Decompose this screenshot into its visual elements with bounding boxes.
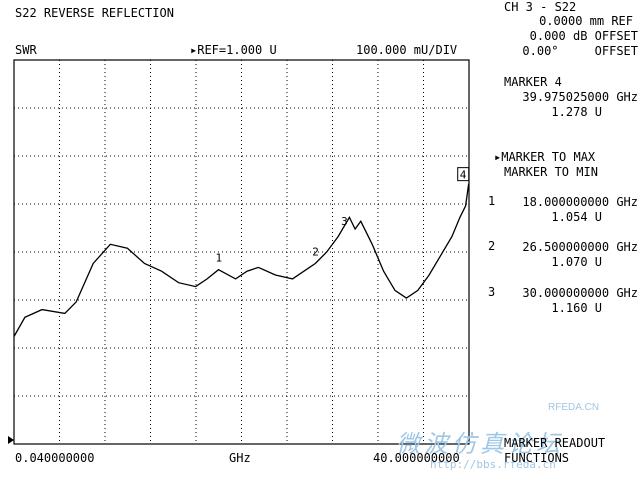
phase-offset: 0.00° OFFSET bbox=[522, 44, 638, 58]
watermark-url: http://bbs.rfeda.cn bbox=[430, 458, 556, 471]
stop-frequency: 40.000000000 bbox=[373, 451, 460, 465]
frequency-unit: GHz bbox=[229, 451, 251, 465]
trace-marker-4-box bbox=[457, 167, 470, 182]
active-marker-label: MARKER 4 bbox=[504, 75, 562, 89]
start-frequency: 0.040000000 bbox=[15, 451, 95, 465]
measurement-title: S22 REVERSE REFLECTION bbox=[15, 6, 174, 20]
marker-1-value: 1.054 U bbox=[551, 210, 602, 224]
trace-markers: 1 2 3 4 bbox=[215, 167, 470, 265]
swr-trace-line bbox=[13, 183, 470, 337]
reference-value: ▸REF=1.000 U bbox=[190, 43, 277, 57]
marker-1-number: 1 bbox=[488, 194, 496, 208]
reference-plane: 0.0000 mm REF bbox=[539, 14, 633, 28]
marker-to-max-softkey[interactable]: ▸MARKER TO MAX bbox=[494, 150, 595, 164]
marker-to-max-label: MARKER TO MAX bbox=[501, 150, 596, 164]
trace-marker-1: 1 bbox=[215, 252, 222, 265]
reference-text: REF=1.000 U bbox=[197, 43, 277, 57]
trace-marker-2: 2 bbox=[312, 246, 319, 259]
selection-arrow-icon: ▸ bbox=[494, 150, 502, 164]
marker-3-frequency: 30.000000000 GHz bbox=[522, 286, 638, 300]
active-marker-frequency: 39.975025000 GHz bbox=[522, 90, 638, 104]
pointer-icon: ▸ bbox=[190, 43, 198, 57]
watermark-characters: 微波仿真论坛 bbox=[396, 430, 564, 458]
watermark-logo: RFEDA.CN bbox=[548, 402, 600, 413]
marker-1-frequency: 18.000000000 GHz bbox=[522, 195, 638, 209]
gridlines bbox=[14, 60, 469, 444]
swr-trace bbox=[13, 183, 470, 337]
functions-softkey[interactable]: FUNCTIONS bbox=[504, 451, 570, 465]
channel-label: CH 3 - S22 bbox=[504, 0, 577, 14]
format-label: SWR bbox=[15, 43, 37, 57]
marker-to-min-softkey[interactable]: MARKER TO MIN bbox=[504, 165, 598, 179]
active-marker-value: 1.278 U bbox=[551, 105, 602, 119]
reference-arrow-icon bbox=[8, 436, 14, 444]
marker-2-number: 2 bbox=[488, 239, 496, 253]
trace-marker-3: 3 bbox=[341, 215, 348, 228]
trace-marker-4: 4 bbox=[460, 169, 467, 182]
magnitude-offset: 0.000 dB OFFSET bbox=[529, 29, 638, 43]
marker-readout-softkey[interactable]: MARKER READOUT bbox=[504, 436, 606, 450]
marker-3-value: 1.160 U bbox=[551, 301, 602, 315]
marker-2-frequency: 26.500000000 GHz bbox=[522, 240, 638, 254]
scale-per-division: 100.000 mU/DIV bbox=[356, 43, 458, 57]
marker-3-number: 3 bbox=[488, 285, 496, 299]
marker-2-value: 1.070 U bbox=[551, 255, 602, 269]
